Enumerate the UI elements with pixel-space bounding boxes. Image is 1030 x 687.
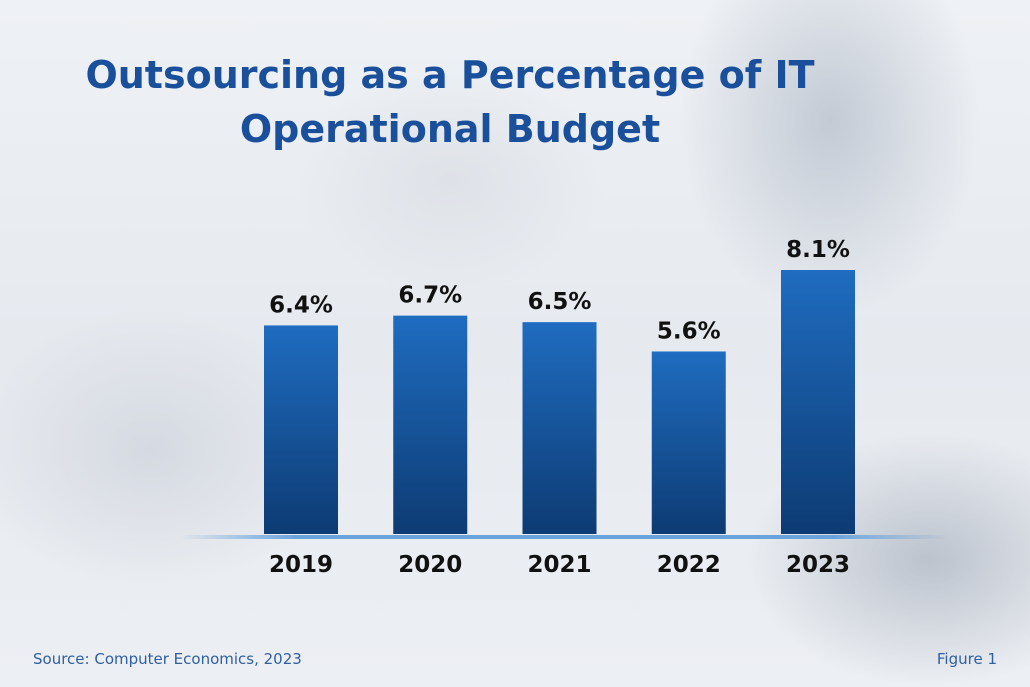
x-tick-label-2022: 2022 <box>657 552 721 578</box>
bar-2022 <box>651 351 726 534</box>
chart-title-line-2: Operational Budget <box>239 107 661 151</box>
chart-title-line-1: Outsourcing as a Percentage of IT <box>85 53 815 97</box>
x-tick-label-2019: 2019 <box>269 552 333 578</box>
x-axis-line <box>180 535 950 539</box>
data-label-2019: 6.4% <box>269 292 333 318</box>
data-label-2022: 5.6% <box>657 318 721 344</box>
source-note: Source: Computer Economics, 2023 <box>33 650 302 668</box>
data-label-2023: 8.1% <box>786 237 850 263</box>
x-tick-label-2021: 2021 <box>527 552 591 578</box>
bar-2023 <box>781 270 855 534</box>
chart-title: Outsourcing as a Percentage of IT Operat… <box>0 48 1030 156</box>
x-tick-label-2023: 2023 <box>786 552 850 578</box>
data-label-2021: 6.5% <box>528 289 592 315</box>
data-label-2020: 6.7% <box>398 283 462 309</box>
bar-2020 <box>393 315 468 534</box>
x-tick-label-2020: 2020 <box>398 552 462 578</box>
bar-2019 <box>264 325 338 534</box>
figure-label: Figure 1 <box>936 650 997 668</box>
bar-2021 <box>522 322 597 534</box>
